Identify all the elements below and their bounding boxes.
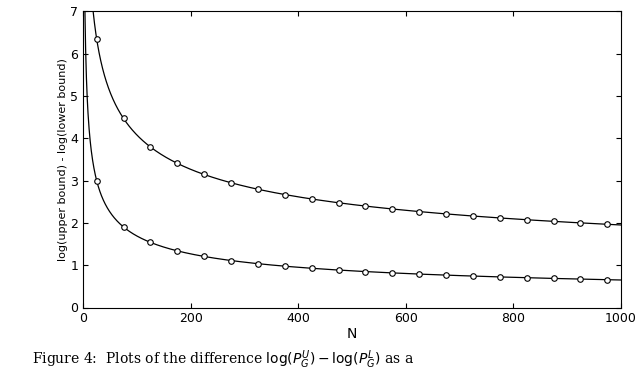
Text: Figure 4:  Plots of the difference $\log(P_G^U) - \log(P_G^L)$ as a: Figure 4: Plots of the difference $\log(… [32,349,414,371]
Y-axis label: log(upper bound) - log(lower bound): log(upper bound) - log(lower bound) [58,58,68,261]
X-axis label: N: N [347,327,357,341]
